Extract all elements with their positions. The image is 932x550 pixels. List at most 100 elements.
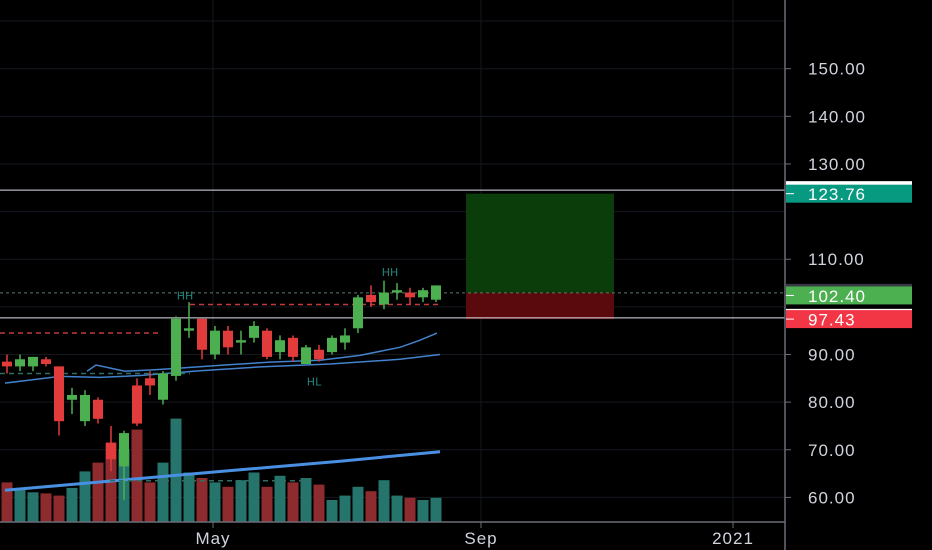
candle-body — [93, 399, 103, 419]
volume-bar — [27, 492, 39, 522]
price-tick-label: 80.00 — [808, 393, 856, 412]
candlesticks — [2, 280, 441, 500]
price-tick-label: 90.00 — [808, 345, 856, 364]
volume-bar — [313, 484, 325, 522]
volume-bar — [352, 486, 364, 522]
candle-body — [249, 325, 259, 338]
price-tag — [786, 286, 912, 305]
candle-body — [28, 356, 38, 367]
volume-bar — [14, 487, 26, 522]
volume-bar — [183, 472, 195, 522]
time-tick-label: Sep — [464, 529, 497, 548]
pattern-label: HL — [307, 375, 322, 388]
position-zones — [466, 193, 614, 320]
price-tag — [786, 184, 912, 203]
volume-bar — [196, 478, 208, 522]
candle-body — [80, 394, 90, 422]
candle-body — [353, 297, 363, 329]
candle-body — [223, 330, 233, 348]
candle-body — [119, 433, 129, 467]
price-tag-label: 123.76 — [808, 185, 866, 204]
volume-bar — [144, 482, 156, 522]
candle-body — [15, 359, 25, 367]
volume-bar — [417, 500, 429, 522]
volume-bar — [92, 462, 104, 522]
candle-body — [314, 349, 324, 360]
volume-bar — [66, 487, 78, 522]
price-tag-label: 97.43 — [808, 311, 856, 330]
candle-body — [431, 285, 441, 300]
price-tag — [786, 310, 912, 329]
volume-bar — [339, 495, 351, 522]
volume-bar — [391, 495, 403, 522]
candle-body — [288, 337, 298, 357]
candle-body — [262, 330, 272, 357]
price-tick-label: 60.00 — [808, 488, 856, 507]
volume-bar — [209, 482, 221, 522]
profit-zone — [466, 193, 614, 293]
candle-body — [418, 290, 428, 298]
candle-body — [2, 361, 12, 367]
price-tick-label: 110.00 — [808, 250, 865, 269]
candle-body — [67, 394, 77, 400]
volume-bar — [404, 497, 416, 522]
candle-body — [132, 385, 142, 424]
candle-body — [275, 340, 285, 353]
candle-body — [41, 359, 51, 365]
volume-bar — [131, 429, 143, 522]
candle-body — [405, 292, 415, 298]
volume-bar — [365, 491, 377, 522]
volume-bar — [222, 486, 234, 522]
candle-body — [158, 373, 168, 400]
volume-bar — [1, 482, 13, 522]
candle-body — [366, 294, 376, 303]
price-axis[interactable]: 60.00 70.00 80.00 90.00 110.00 130.00 140.00 15… — [784, 0, 866, 550]
candle-body — [236, 340, 246, 343]
candle-body — [392, 290, 402, 293]
candle-body — [301, 347, 311, 365]
time-axis[interactable]: May Sep 2021 — [0, 521, 785, 548]
volume-bar — [378, 480, 390, 522]
moving-average-line — [4, 450, 441, 492]
volume-bar — [326, 500, 338, 522]
candle-body — [379, 292, 389, 305]
chart-annotations: HH HH HL — [177, 266, 399, 389]
moving-average-line — [4, 353, 441, 384]
price-tick-label: 70.00 — [808, 441, 856, 460]
price-tick-label: 140.00 — [808, 107, 866, 126]
price-tick-label: 130.00 — [808, 155, 866, 174]
candle-body — [340, 335, 350, 343]
time-tick-label: 2021 — [712, 529, 754, 548]
volume-bar — [53, 495, 65, 522]
price-grid — [0, 0, 785, 522]
candle-body — [184, 328, 194, 331]
moving-averages — [4, 332, 441, 492]
volume-bar — [170, 418, 182, 522]
volume-bars — [1, 418, 442, 522]
volume-bar — [430, 497, 442, 522]
price-tag-label: 102.40 — [808, 287, 866, 306]
candle-body — [171, 318, 181, 376]
volume-bar — [235, 480, 247, 522]
candle-body — [197, 318, 207, 350]
price-tick-label: 150.00 — [808, 60, 866, 79]
volume-bar — [261, 486, 273, 522]
volume-bar — [79, 471, 91, 522]
time-tick-label: May — [195, 529, 230, 548]
moving-average-line — [86, 332, 438, 372]
pattern-label: HH — [382, 266, 399, 279]
pattern-label: HH — [177, 290, 194, 303]
loss-zone — [466, 292, 614, 320]
volume-bar — [287, 482, 299, 522]
candle-body — [106, 442, 116, 460]
candle-body — [54, 366, 64, 422]
volume-bar — [248, 472, 260, 522]
candle-body — [327, 337, 337, 353]
volume-bar — [157, 462, 169, 522]
candle-body — [145, 378, 155, 386]
volume-bar — [274, 475, 286, 522]
candle-body — [210, 330, 220, 355]
volume-bar — [300, 478, 312, 522]
